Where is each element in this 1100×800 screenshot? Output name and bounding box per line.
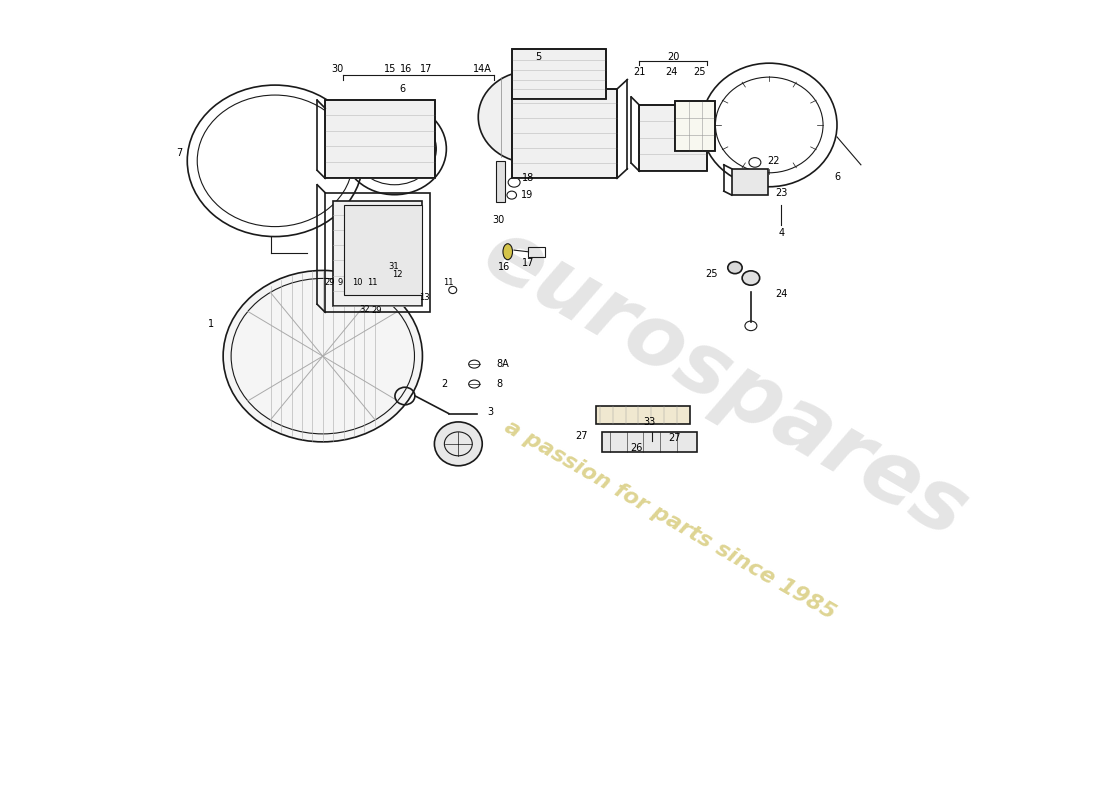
Text: 16: 16 [498, 262, 510, 272]
Text: 25: 25 [694, 66, 706, 77]
Text: 23: 23 [776, 188, 788, 198]
Text: 19: 19 [520, 190, 532, 200]
Text: 27: 27 [668, 434, 681, 443]
Text: 5: 5 [535, 52, 541, 62]
Text: 29: 29 [323, 278, 334, 286]
Text: 4: 4 [778, 227, 784, 238]
Text: 20: 20 [668, 52, 680, 62]
Text: 25: 25 [705, 269, 717, 279]
FancyBboxPatch shape [602, 432, 697, 452]
FancyBboxPatch shape [732, 169, 768, 195]
FancyBboxPatch shape [326, 100, 436, 178]
Text: 21: 21 [634, 66, 646, 77]
Text: 12: 12 [392, 270, 403, 279]
Text: 8: 8 [496, 379, 503, 389]
Text: 27: 27 [575, 431, 589, 441]
Text: 10: 10 [352, 278, 362, 286]
Text: 7: 7 [176, 148, 183, 158]
Text: 9: 9 [338, 278, 343, 286]
Text: 30: 30 [331, 64, 343, 74]
Text: eurospares: eurospares [469, 212, 982, 556]
Text: 3: 3 [487, 407, 493, 417]
Ellipse shape [434, 422, 482, 466]
Text: 30: 30 [492, 215, 504, 225]
Text: 13: 13 [419, 294, 429, 302]
Text: 26: 26 [630, 443, 642, 453]
FancyBboxPatch shape [596, 406, 691, 424]
Text: 2: 2 [441, 379, 448, 389]
Text: 11: 11 [367, 278, 377, 286]
Text: 14A: 14A [473, 64, 492, 74]
Text: 1: 1 [208, 319, 214, 330]
Text: 24: 24 [774, 289, 788, 299]
Ellipse shape [223, 270, 422, 442]
FancyBboxPatch shape [333, 201, 422, 306]
FancyBboxPatch shape [344, 206, 422, 294]
Text: 33: 33 [644, 417, 656, 426]
Text: 11: 11 [442, 278, 453, 286]
Text: 6: 6 [399, 84, 406, 94]
Text: 15: 15 [384, 64, 397, 74]
Ellipse shape [478, 71, 582, 163]
Ellipse shape [728, 262, 743, 274]
Text: 16: 16 [400, 64, 412, 74]
Ellipse shape [742, 271, 760, 285]
Text: 29: 29 [372, 306, 383, 315]
Text: 24: 24 [666, 66, 678, 77]
Text: 17: 17 [420, 64, 432, 74]
Text: 31: 31 [388, 262, 399, 271]
Text: 32: 32 [359, 305, 370, 314]
Text: a passion for parts since 1985: a passion for parts since 1985 [500, 416, 838, 623]
FancyBboxPatch shape [675, 101, 715, 151]
FancyBboxPatch shape [512, 50, 606, 98]
FancyBboxPatch shape [496, 161, 505, 202]
Ellipse shape [503, 244, 513, 260]
FancyBboxPatch shape [512, 89, 617, 178]
Text: 6: 6 [834, 172, 840, 182]
Text: 17: 17 [521, 258, 534, 268]
Text: 18: 18 [522, 174, 535, 183]
Text: 22: 22 [768, 156, 780, 166]
Text: 8A: 8A [496, 359, 509, 369]
FancyBboxPatch shape [639, 105, 707, 171]
